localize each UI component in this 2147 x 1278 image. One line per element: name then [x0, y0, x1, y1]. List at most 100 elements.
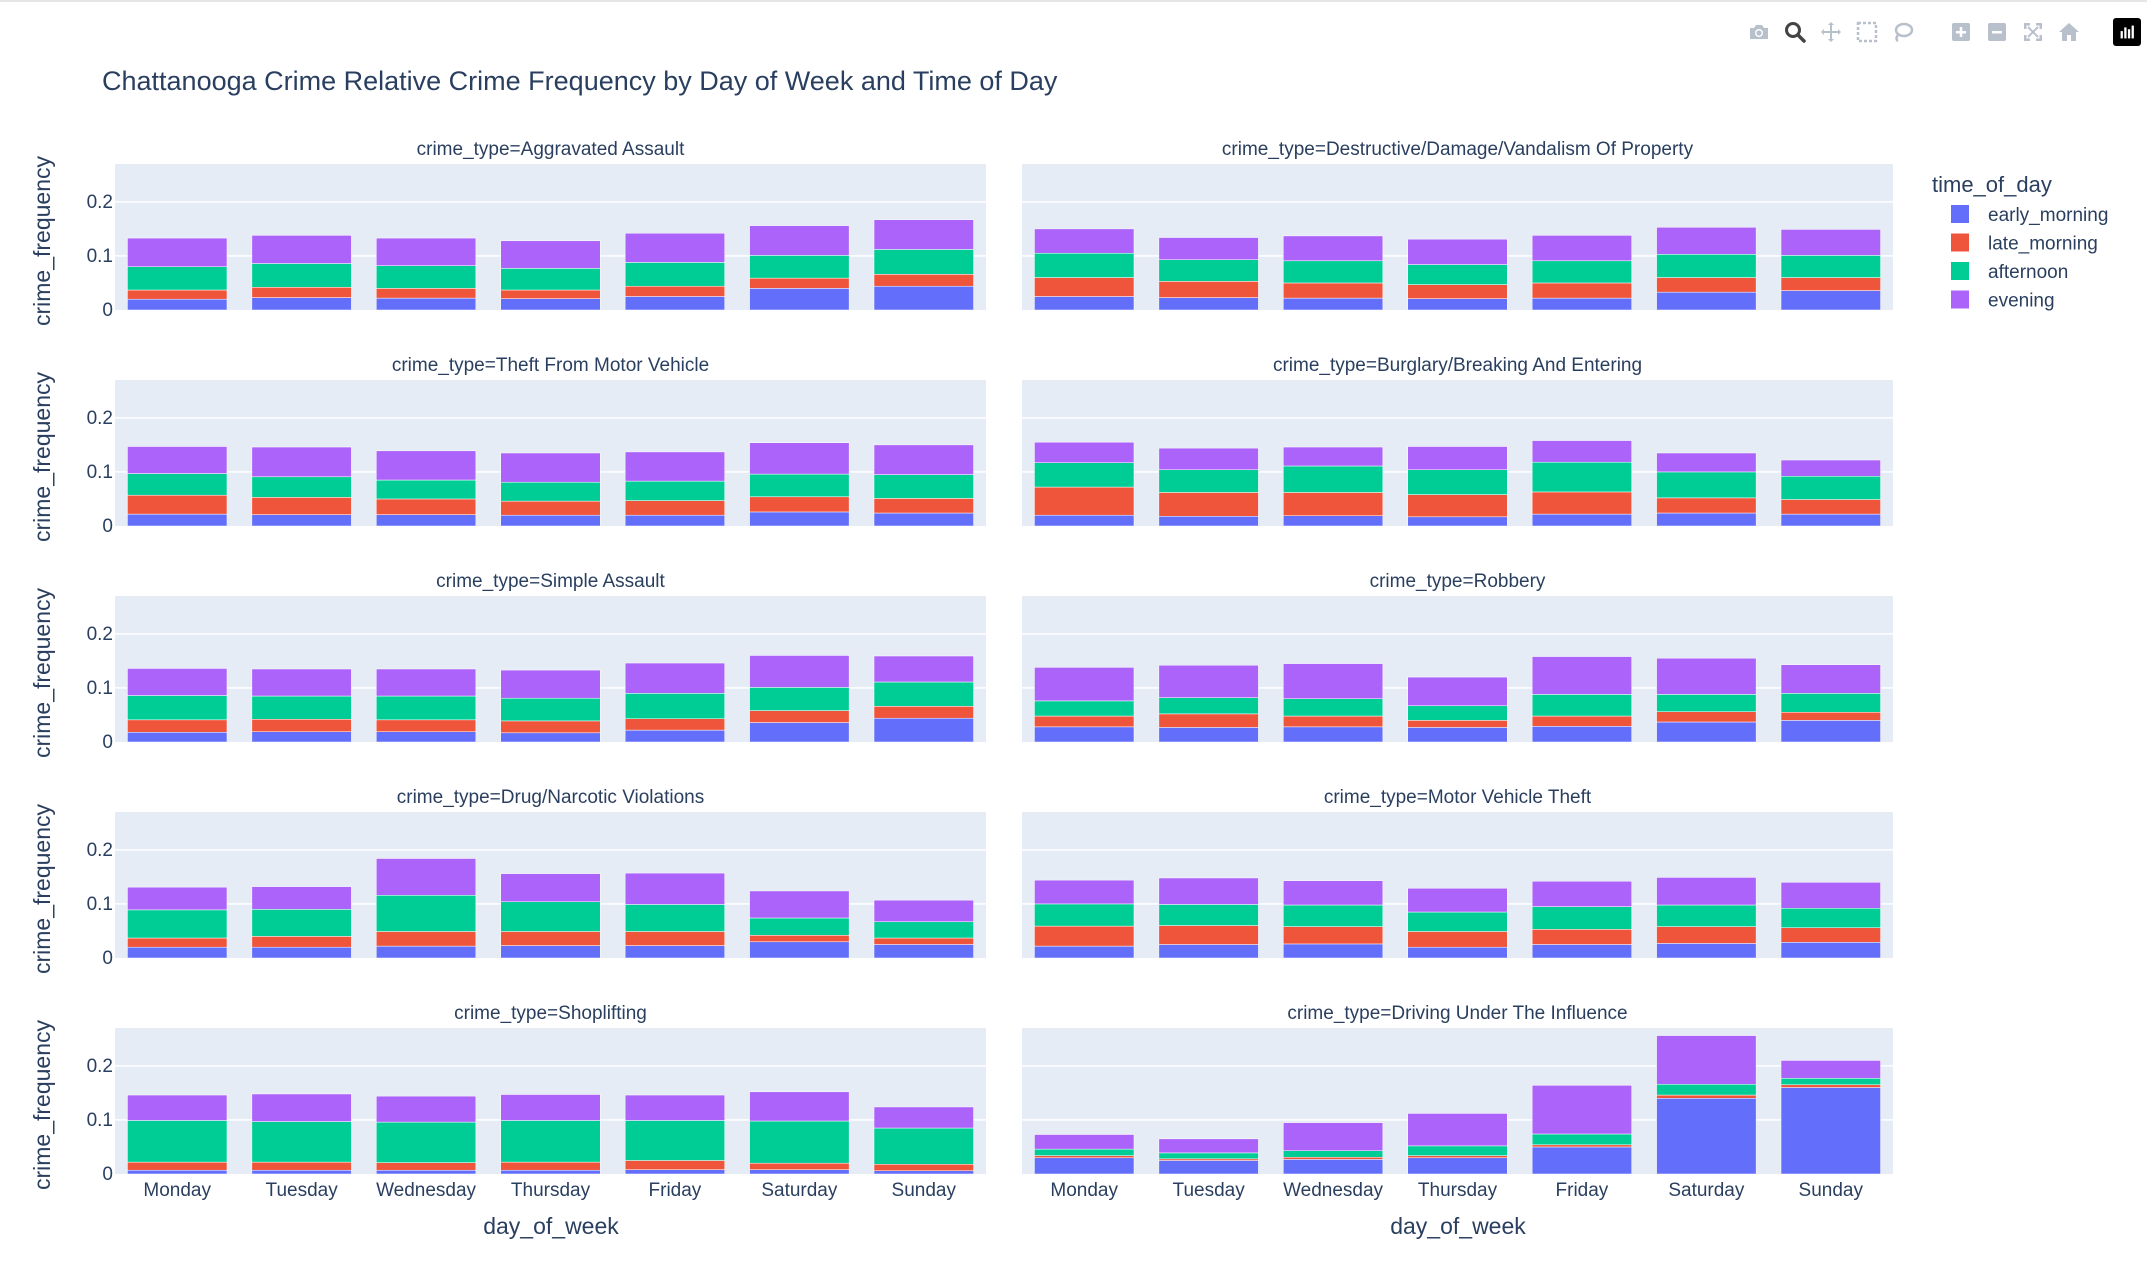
bar-late-morning-friday[interactable] [624, 1160, 725, 1170]
bar-afternoon-wednesday[interactable] [376, 895, 477, 932]
bar-evening-thursday[interactable] [500, 1094, 601, 1121]
bar-evening-monday[interactable] [1034, 228, 1135, 254]
bar-evening-saturday[interactable] [1656, 452, 1757, 473]
bar-late-morning-sunday[interactable] [873, 937, 974, 945]
bar-afternoon-sunday[interactable] [873, 1127, 974, 1165]
bar-early-morning-friday[interactable] [1531, 944, 1632, 959]
bar-early-morning-tuesday[interactable] [251, 946, 352, 959]
bar-afternoon-monday[interactable] [127, 695, 228, 721]
bar-evening-wednesday[interactable] [1283, 1122, 1384, 1151]
facet-motor-vehicle-theft[interactable]: crime_type=Motor Vehicle Theft [1022, 787, 1893, 959]
bar-evening-sunday[interactable] [1780, 1060, 1881, 1079]
bar-early-morning-friday[interactable] [1531, 726, 1632, 743]
bar-early-morning-tuesday[interactable] [251, 514, 352, 527]
bar-evening-thursday[interactable] [500, 873, 601, 903]
bar-evening-sunday[interactable] [873, 444, 974, 475]
bar-early-morning-wednesday[interactable] [1283, 1159, 1384, 1175]
bar-late-morning-tuesday[interactable] [1158, 713, 1259, 728]
bar-early-morning-tuesday[interactable] [1158, 297, 1259, 311]
bar-evening-monday[interactable] [1034, 879, 1135, 905]
bar-early-morning-saturday[interactable] [1656, 291, 1757, 311]
bar-early-morning-sunday[interactable] [873, 512, 974, 527]
bar-early-morning-monday[interactable] [1034, 1157, 1135, 1175]
bar-early-morning-friday[interactable] [624, 1169, 725, 1175]
legend-item-early-morning[interactable]: early_morning [1951, 205, 2108, 226]
bar-evening-thursday[interactable] [500, 240, 601, 269]
bar-evening-monday[interactable] [1034, 441, 1135, 463]
bar-evening-saturday[interactable] [1656, 657, 1757, 695]
bar-afternoon-thursday[interactable] [1407, 705, 1508, 721]
bar-early-morning-wednesday[interactable] [1283, 726, 1384, 743]
bar-early-morning-wednesday[interactable] [376, 945, 477, 959]
bar-early-morning-sunday[interactable] [873, 1170, 974, 1175]
bar-late-morning-tuesday[interactable] [1158, 281, 1259, 298]
bar-afternoon-friday[interactable] [1531, 1133, 1632, 1146]
bar-afternoon-tuesday[interactable] [1158, 1152, 1259, 1160]
bar-afternoon-friday[interactable] [1531, 461, 1632, 493]
bar-early-morning-wednesday[interactable] [1283, 515, 1384, 527]
plotly-logo-icon[interactable] [2113, 18, 2141, 46]
bar-late-morning-monday[interactable] [127, 1161, 228, 1171]
bar-late-morning-wednesday[interactable] [376, 1162, 477, 1171]
bar-afternoon-wednesday[interactable] [1283, 698, 1384, 717]
bar-afternoon-sunday[interactable] [1780, 693, 1881, 713]
bar-early-morning-saturday[interactable] [1656, 943, 1757, 959]
zoom-in-icon[interactable] [1947, 18, 1975, 46]
bar-early-morning-friday[interactable] [624, 514, 725, 527]
bar-afternoon-tuesday[interactable] [251, 909, 352, 937]
bar-evening-sunday[interactable] [873, 899, 974, 923]
facet-drug-narcotic-violations[interactable]: 0 0.1 0.2 crime_type=Drug/Narcotic Violatio… [29, 787, 986, 974]
bar-afternoon-thursday[interactable] [500, 697, 601, 722]
bar-late-morning-tuesday[interactable] [1158, 492, 1259, 517]
bar-early-morning-thursday[interactable] [1407, 298, 1508, 311]
bar-late-morning-saturday[interactable] [749, 1162, 850, 1170]
bar-afternoon-monday[interactable] [127, 909, 228, 939]
bar-late-morning-saturday[interactable] [1656, 711, 1757, 723]
bar-evening-thursday[interactable] [1407, 887, 1508, 913]
bar-late-morning-monday[interactable] [1034, 277, 1135, 297]
bar-late-morning-thursday[interactable] [1407, 284, 1508, 299]
bar-late-morning-sunday[interactable] [1780, 277, 1881, 291]
bar-evening-monday[interactable] [127, 237, 228, 267]
bar-late-morning-thursday[interactable] [500, 1161, 601, 1171]
bar-afternoon-monday[interactable] [127, 266, 228, 291]
facet-shoplifting[interactable]: 0 0.1 0.2 crime_type=Shoplifting Monday Tuesd… [29, 1003, 986, 1201]
bar-early-morning-friday[interactable] [624, 296, 725, 311]
bar-early-morning-thursday[interactable] [1407, 727, 1508, 743]
bar-late-morning-monday[interactable] [1034, 925, 1135, 947]
bar-early-morning-sunday[interactable] [1780, 720, 1881, 743]
autoscale-icon[interactable] [2019, 18, 2047, 46]
bar-afternoon-thursday[interactable] [1407, 1145, 1508, 1156]
bar-afternoon-wednesday[interactable] [1283, 465, 1384, 493]
legend[interactable]: time_of_day early_morning late_morningafte… [1932, 172, 2108, 312]
bar-afternoon-tuesday[interactable] [1158, 469, 1259, 493]
bar-late-morning-tuesday[interactable] [251, 497, 352, 515]
bar-late-morning-friday[interactable] [624, 500, 725, 516]
bar-evening-wednesday[interactable] [1283, 446, 1384, 467]
bar-late-morning-saturday[interactable] [1656, 1094, 1757, 1099]
legend-item-afternoon[interactable]: afternoon [1951, 262, 2068, 283]
bar-early-morning-saturday[interactable] [749, 1169, 850, 1175]
bar-early-morning-monday[interactable] [127, 513, 228, 527]
bar-late-morning-tuesday[interactable] [251, 936, 352, 948]
bar-evening-thursday[interactable] [1407, 676, 1508, 707]
bar-late-morning-friday[interactable] [624, 285, 725, 297]
facet-theft-from-motor-vehicle[interactable]: 0 0.1 0.2 crime_type=Theft From Motor Vehic… [29, 355, 986, 542]
bar-evening-sunday[interactable] [873, 655, 974, 683]
bar-evening-sunday[interactable] [1780, 229, 1881, 256]
bar-early-morning-saturday[interactable] [749, 511, 850, 527]
bar-afternoon-thursday[interactable] [500, 901, 601, 932]
bar-evening-saturday[interactable] [1656, 227, 1757, 255]
bar-afternoon-saturday[interactable] [1656, 904, 1757, 927]
bar-afternoon-friday[interactable] [624, 262, 725, 287]
bar-late-morning-monday[interactable] [127, 937, 228, 948]
bar-late-morning-tuesday[interactable] [251, 287, 352, 298]
bar-early-morning-wednesday[interactable] [376, 1169, 477, 1175]
bar-evening-wednesday[interactable] [376, 858, 477, 896]
bar-late-morning-sunday[interactable] [873, 1164, 974, 1172]
bar-evening-saturday[interactable] [749, 225, 850, 256]
bar-late-morning-monday[interactable] [127, 289, 228, 300]
bar-late-morning-saturday[interactable] [749, 496, 850, 513]
bar-late-morning-monday[interactable] [1034, 715, 1135, 728]
